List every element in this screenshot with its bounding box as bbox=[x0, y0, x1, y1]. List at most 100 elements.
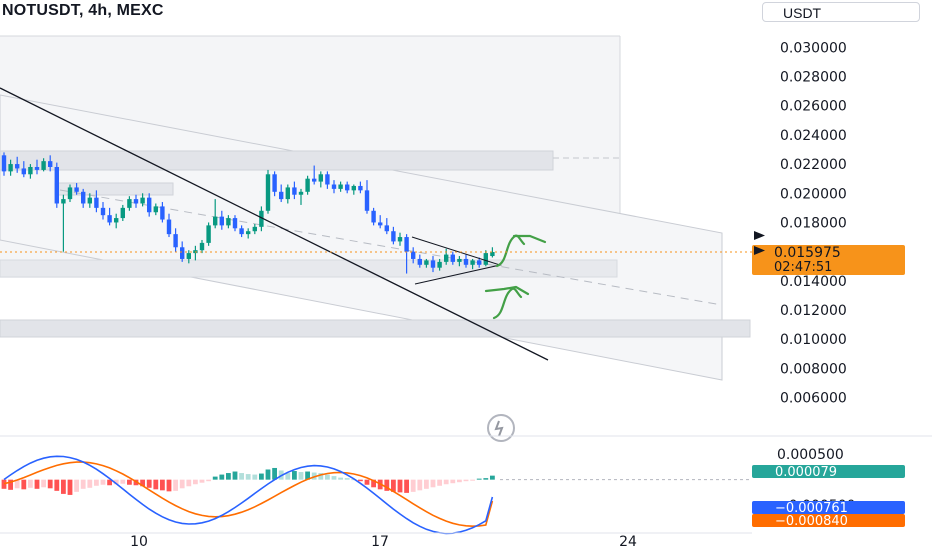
candle-body bbox=[199, 242, 205, 251]
currency-selector[interactable]: USDT bbox=[762, 2, 920, 22]
macd-histogram-bar bbox=[397, 479, 403, 493]
candle-body bbox=[147, 197, 152, 213]
macd-histogram-bar bbox=[265, 469, 271, 480]
macd-histogram-bar bbox=[1, 479, 7, 489]
macd-histogram-bar bbox=[173, 479, 178, 491]
macd-histogram-bar bbox=[54, 479, 60, 491]
macd-histogram-bar bbox=[358, 479, 363, 482]
candle-body bbox=[219, 216, 224, 226]
macd-value-label: −0.000761 bbox=[775, 501, 848, 516]
candle-body bbox=[279, 191, 284, 200]
candle-body bbox=[358, 185, 363, 191]
macd-histogram-bar bbox=[34, 479, 40, 489]
macd-histogram-bar bbox=[232, 471, 238, 480]
candle-body bbox=[41, 161, 46, 170]
candle-body bbox=[120, 207, 125, 219]
candle-body bbox=[417, 258, 422, 265]
macd-histogram-bar bbox=[285, 473, 291, 480]
candle-body bbox=[312, 178, 317, 182]
macd-histogram-bar bbox=[457, 479, 462, 483]
macd-histogram-bar bbox=[100, 479, 106, 485]
macd-histogram-bar bbox=[410, 479, 416, 492]
candle-body bbox=[87, 197, 92, 204]
arrow-up-curve-bottom[interactable] bbox=[492, 287, 523, 320]
candle-body bbox=[94, 197, 99, 208]
candle-body bbox=[437, 261, 442, 268]
macd-histogram-bar bbox=[292, 471, 297, 480]
candle-body bbox=[318, 174, 323, 182]
trendline-descending[interactable] bbox=[0, 87, 549, 361]
candle-body bbox=[483, 253, 488, 265]
current-price-badge bbox=[752, 245, 905, 276]
macd-histogram-bar bbox=[226, 473, 231, 480]
macd-line bbox=[3, 455, 494, 535]
macd-histogram-bar bbox=[239, 473, 244, 480]
candle-body bbox=[331, 184, 337, 189]
macd-histogram-bar bbox=[41, 479, 46, 488]
macd-histogram-bar bbox=[160, 479, 165, 491]
macd-histogram-bar bbox=[61, 479, 66, 494]
candle-body bbox=[81, 191, 86, 204]
macd-histogram-bar bbox=[206, 479, 211, 482]
macd-histogram-bar bbox=[417, 479, 423, 491]
macd-histogram-bar bbox=[28, 479, 33, 488]
price-tick-label: 0.010000 bbox=[780, 332, 847, 348]
candle-body bbox=[259, 210, 264, 227]
mini-zone bbox=[54, 182, 174, 196]
macd-histogram-bar bbox=[338, 477, 343, 480]
macd-histogram-bar bbox=[384, 479, 390, 491]
candle-body bbox=[430, 260, 436, 268]
macd-histogram-bar bbox=[331, 476, 337, 480]
candle-body bbox=[173, 234, 178, 248]
candle-body bbox=[54, 166, 59, 204]
price-tick-label: 0.012000 bbox=[780, 303, 847, 319]
candle-body bbox=[114, 218, 119, 223]
candle-body bbox=[371, 210, 376, 223]
macd-histogram-bar bbox=[87, 479, 93, 488]
candle-body bbox=[100, 207, 106, 216]
candle-body bbox=[239, 228, 244, 235]
time-tick-label: 24 bbox=[619, 534, 637, 550]
candle-body bbox=[345, 184, 350, 191]
macd-histogram-bar bbox=[463, 479, 469, 482]
macd-histogram-bar bbox=[153, 479, 159, 490]
candle-body bbox=[298, 191, 304, 195]
price-tick-label: 0.026000 bbox=[780, 99, 847, 115]
macd-value-badge bbox=[752, 514, 905, 527]
macd-histogram-bar bbox=[437, 479, 442, 486]
macd-value-label: −0.000840 bbox=[775, 514, 848, 529]
candle-body bbox=[477, 260, 482, 265]
candle-body bbox=[48, 161, 53, 167]
macd-histogram-bar bbox=[186, 479, 192, 487]
arrow-head-bottom-icon bbox=[484, 285, 530, 296]
demand-zone bbox=[0, 259, 618, 278]
macd-histogram-bar bbox=[470, 479, 475, 481]
macd-histogram-bar bbox=[450, 479, 456, 484]
macd-histogram-bar bbox=[325, 474, 330, 480]
candle-body bbox=[246, 231, 251, 235]
macd-histogram-bar bbox=[430, 479, 436, 488]
candle-body bbox=[490, 252, 495, 257]
candle-body bbox=[457, 258, 462, 262]
candle-body bbox=[252, 226, 257, 232]
symbol-title[interactable]: NOTUSDT, 4h, MEXC bbox=[2, 2, 168, 20]
countdown-label: 02:47:51 bbox=[774, 260, 832, 275]
alert-marker-icon[interactable] bbox=[754, 231, 765, 240]
candle-body bbox=[133, 199, 139, 204]
current-price-label: 0.015975 bbox=[774, 245, 841, 261]
macd-histogram-bar bbox=[120, 479, 126, 484]
macd-signal-line bbox=[3, 461, 494, 528]
candle-body bbox=[325, 174, 330, 185]
macd-histogram-bar bbox=[483, 478, 489, 480]
price-tick-label: 0.028000 bbox=[780, 69, 847, 85]
macd-histogram-bar bbox=[298, 472, 304, 480]
macd-histogram-bar bbox=[364, 479, 370, 485]
candle-body bbox=[265, 174, 271, 211]
macd-histogram-bar bbox=[74, 479, 79, 492]
macd-histogram-bar bbox=[107, 479, 112, 486]
candle-body bbox=[8, 164, 13, 172]
macd-histogram-bar bbox=[424, 479, 429, 489]
alert-marker-icon[interactable] bbox=[754, 246, 765, 255]
